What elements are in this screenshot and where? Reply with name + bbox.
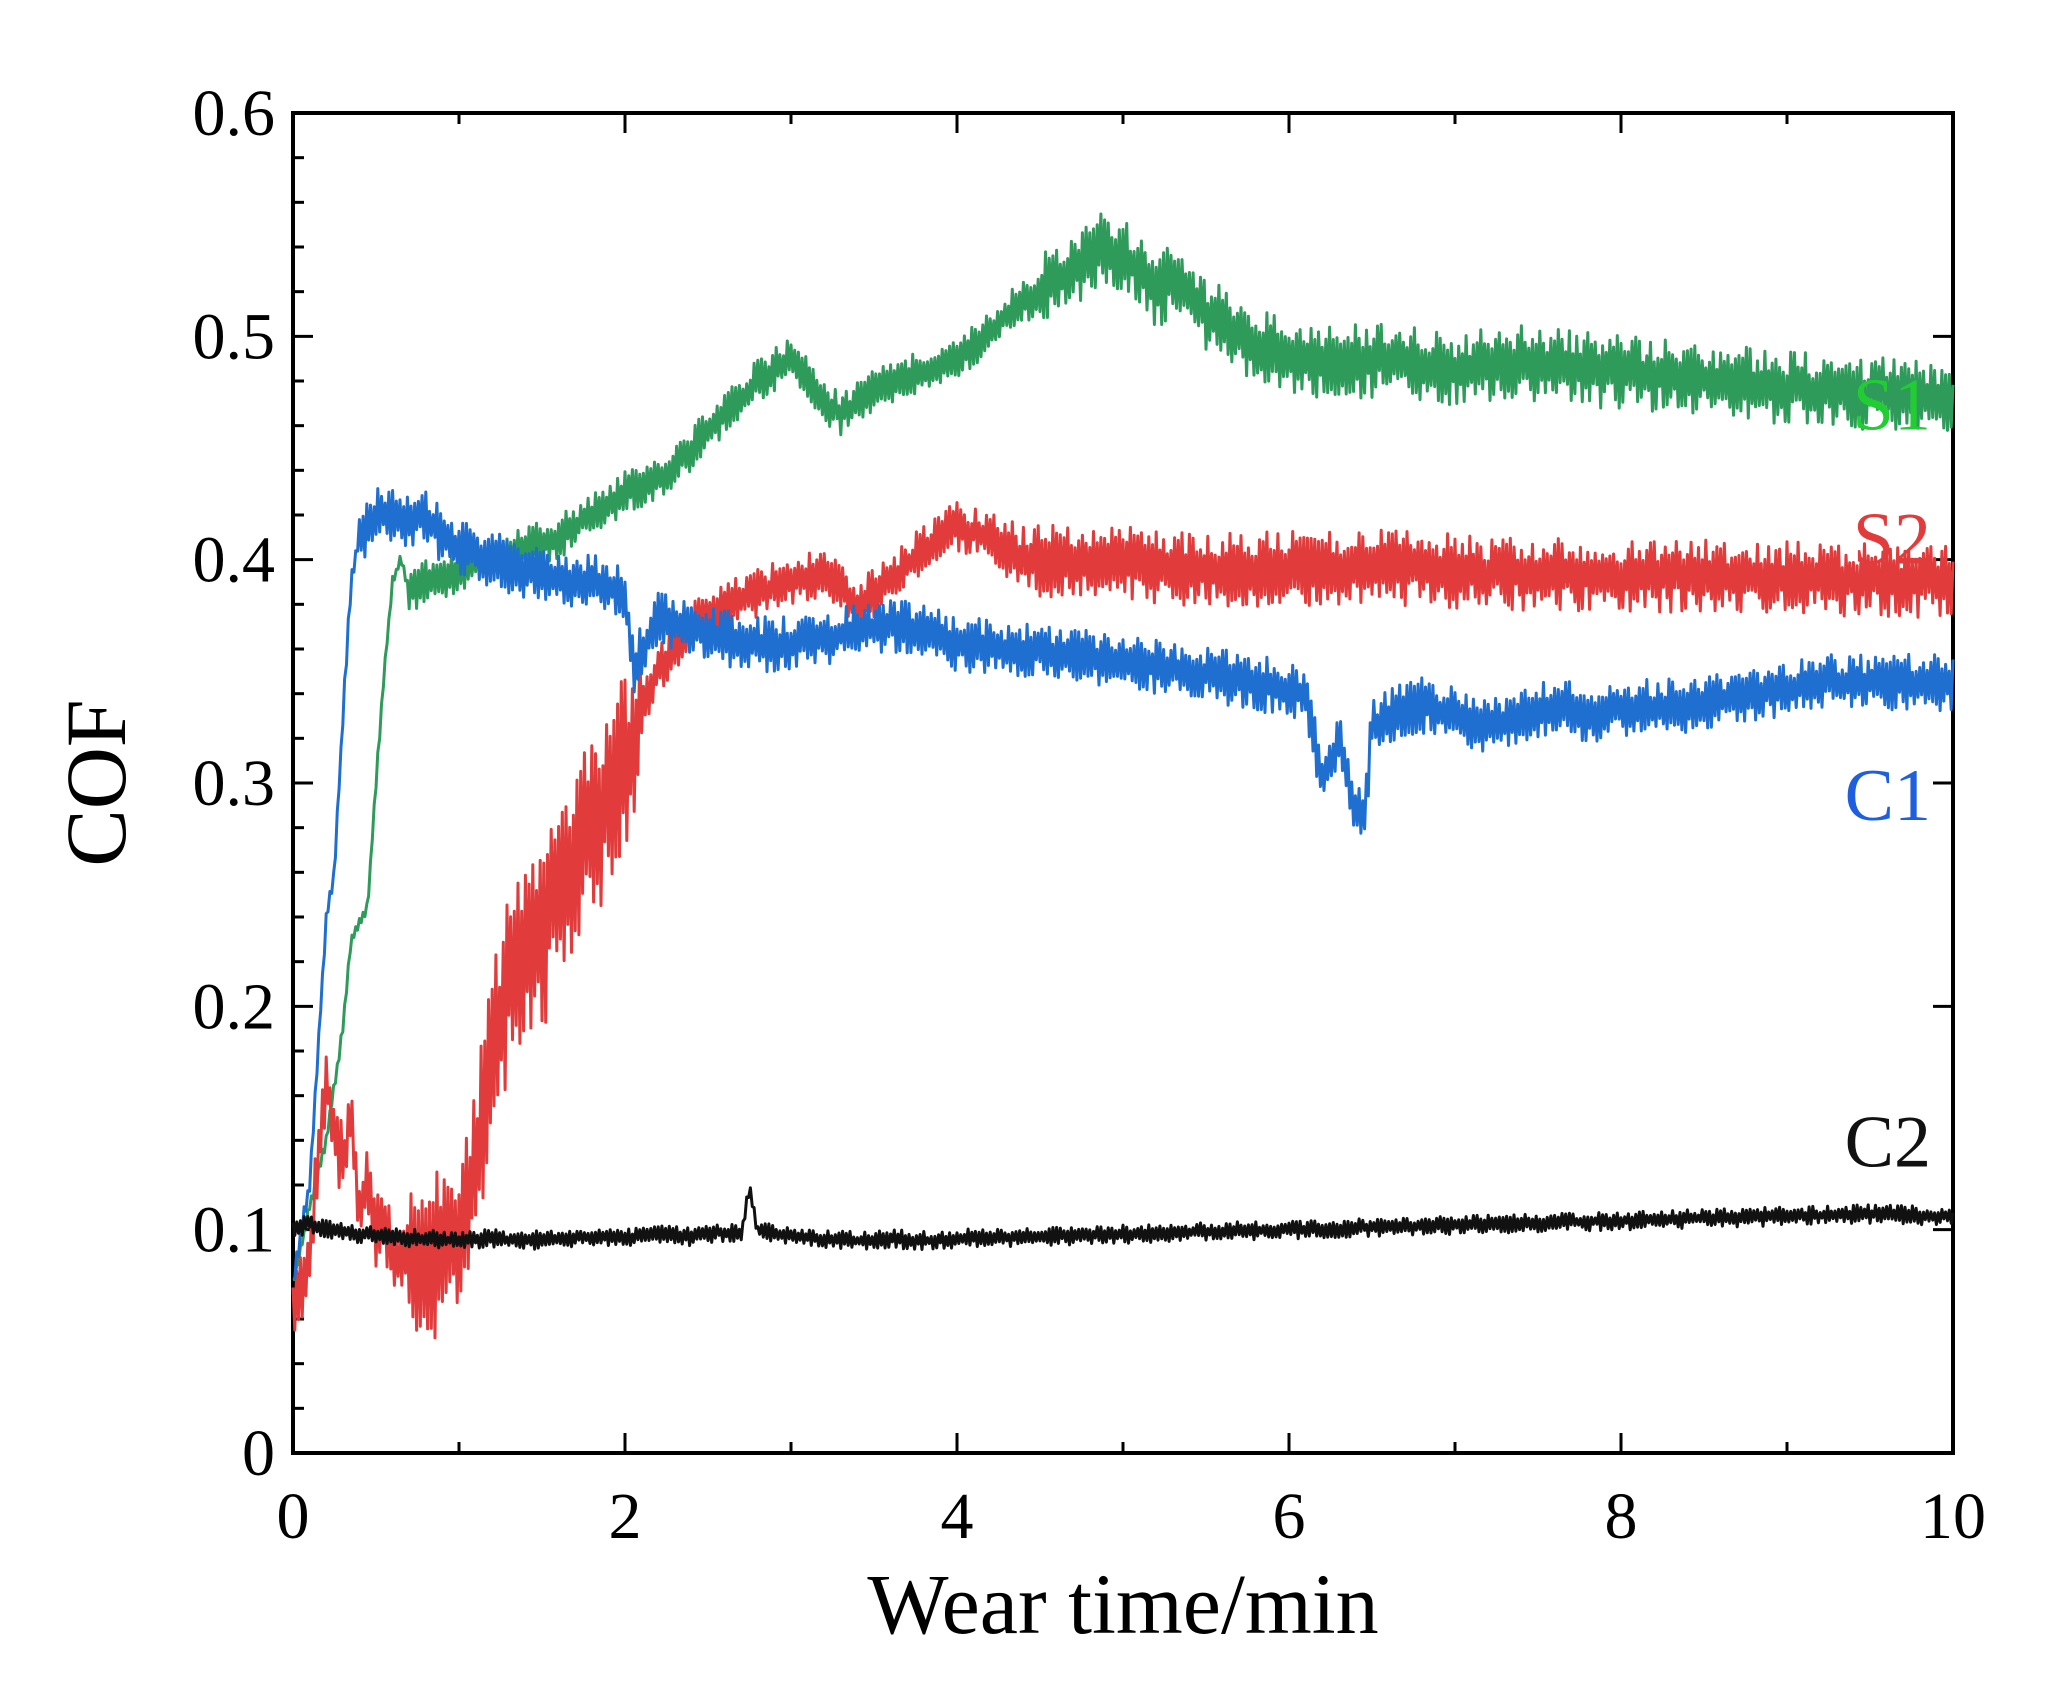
y-tick-label: 0.3 <box>193 747 276 820</box>
x-tick-label: 2 <box>609 1480 642 1553</box>
series-line-c2 <box>291 1186 1955 1251</box>
plot-frame <box>291 111 1955 1455</box>
x-tick-label: 10 <box>1920 1480 1986 1553</box>
x-tick-label: 8 <box>1605 1480 1638 1553</box>
series-label-s2: S2 <box>1853 498 1931 580</box>
y-tick-label: 0.1 <box>193 1194 276 1267</box>
series-label-c2: C2 <box>1845 1101 1931 1183</box>
y-axis-title: COF <box>48 699 144 866</box>
y-tick-label: 0.5 <box>193 300 276 373</box>
series-label-c1: C1 <box>1845 755 1931 837</box>
series-line-s1 <box>292 212 1955 1282</box>
y-tick-label: 0.6 <box>193 77 276 150</box>
y-tick-label: 0 <box>242 1417 275 1490</box>
x-axis-title: Wear time/min <box>867 1556 1378 1652</box>
x-tick-label: 6 <box>1273 1480 1306 1553</box>
series-line-s2 <box>291 501 1955 1340</box>
series-line-c1 <box>292 487 1955 1281</box>
x-tick-label: 0 <box>277 1480 310 1553</box>
y-tick-label: 0.4 <box>193 524 276 597</box>
y-tick-label: 0.2 <box>193 970 276 1043</box>
x-tick-label: 4 <box>941 1480 974 1553</box>
series-label-s1: S1 <box>1853 364 1931 446</box>
